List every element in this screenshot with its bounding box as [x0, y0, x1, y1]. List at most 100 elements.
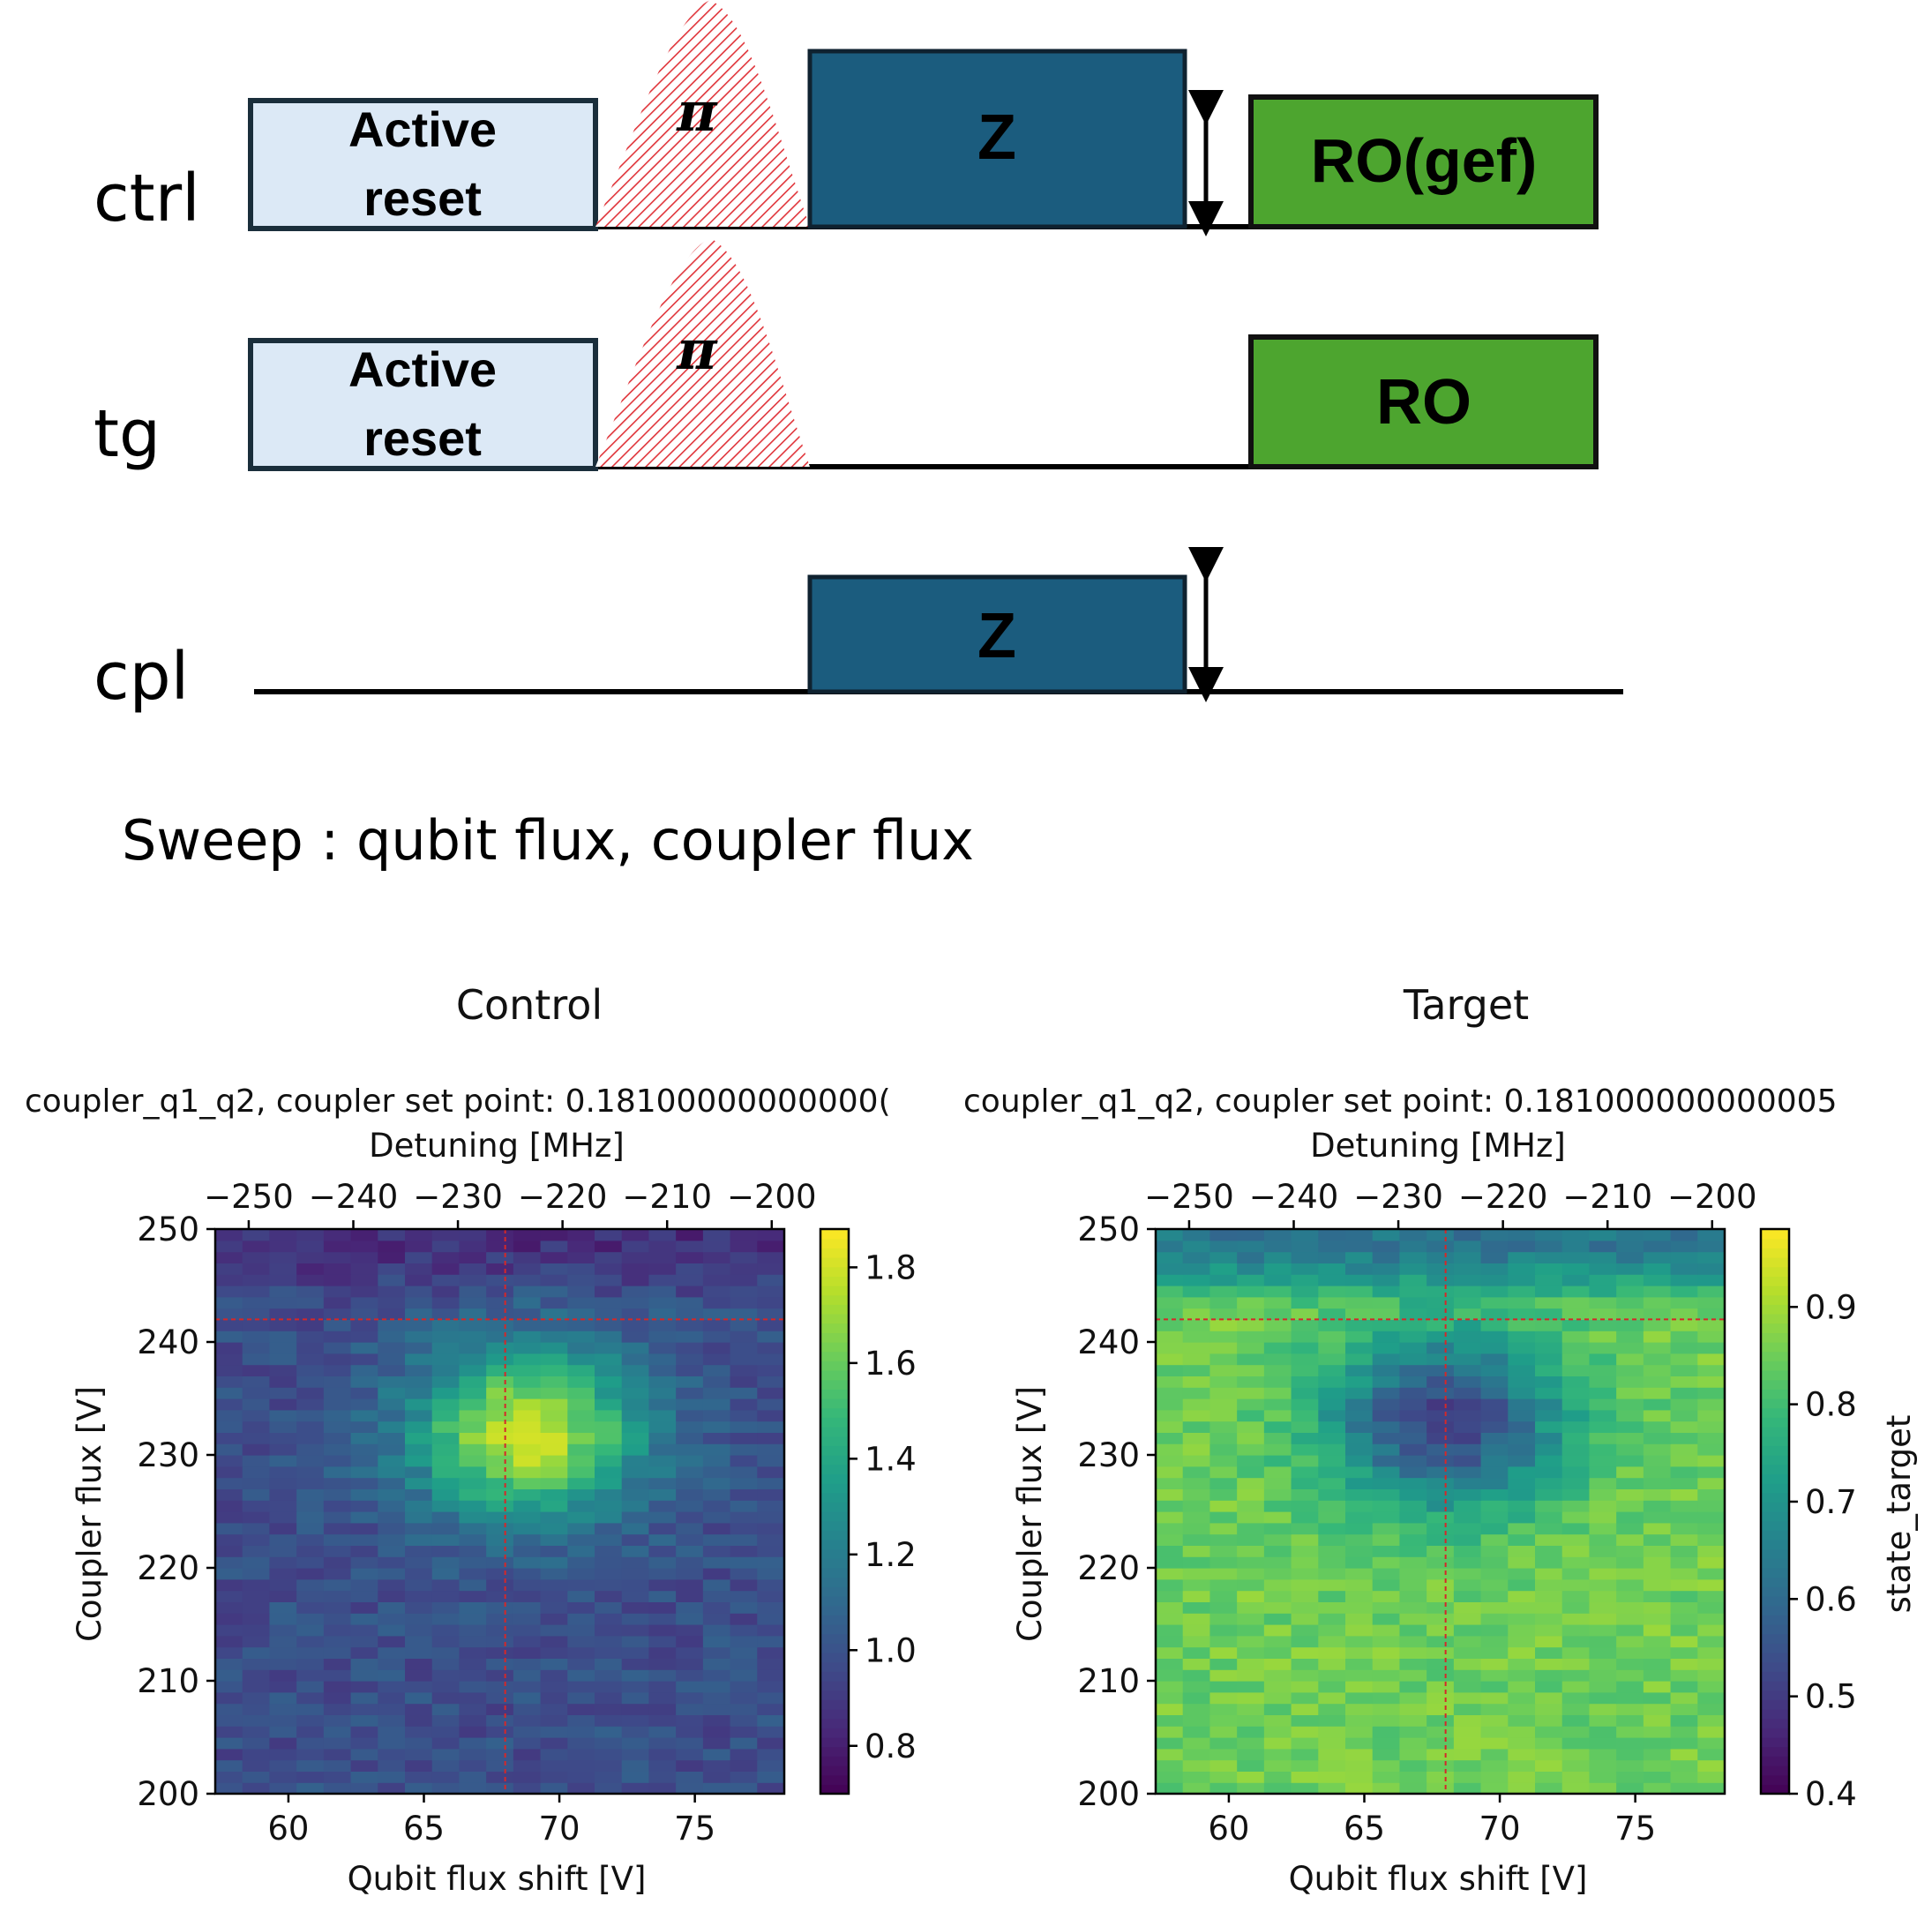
channel-label: cpl — [94, 639, 189, 715]
colorbar-segment — [1761, 1699, 1789, 1710]
heatmap-cell — [1535, 1714, 1563, 1727]
heatmap-cell — [378, 1522, 406, 1535]
heatmap-cell — [486, 1409, 514, 1422]
heatmap-cell — [513, 1364, 542, 1376]
heatmap-cell — [567, 1759, 595, 1772]
heatmap-cell — [1318, 1432, 1346, 1444]
heatmap-cell — [1480, 1432, 1509, 1444]
heatmap-cell — [1291, 1522, 1319, 1535]
heatmap-cell — [676, 1251, 704, 1263]
heatmap-cell — [486, 1488, 514, 1501]
heatmap-cell — [1237, 1545, 1265, 1557]
heatmap-cell — [1589, 1681, 1617, 1693]
heatmap-cell — [702, 1500, 731, 1512]
heatmap-cell — [1291, 1658, 1319, 1670]
heatmap-cell — [1318, 1421, 1346, 1433]
heatmap-cell — [1697, 1556, 1726, 1569]
heatmap-cell — [1345, 1240, 1374, 1253]
heatmap-cell — [269, 1331, 297, 1343]
heatmap-cell — [676, 1681, 704, 1693]
heatmap-cell — [296, 1263, 325, 1275]
heatmap-cell — [1480, 1409, 1509, 1422]
heatmap-cell — [1427, 1726, 1455, 1738]
heatmap-cell — [1345, 1229, 1374, 1241]
heatmap-cell — [1480, 1296, 1509, 1309]
heatmap-cell — [540, 1500, 568, 1512]
heatmap-cell — [648, 1364, 677, 1376]
heatmap-cell — [431, 1500, 461, 1512]
heatmap-cell — [1237, 1296, 1265, 1309]
heatmap-cell — [1209, 1488, 1238, 1501]
heatmap-cell — [323, 1342, 352, 1354]
heatmap-cell — [1372, 1319, 1401, 1331]
heatmap-cell — [1291, 1398, 1319, 1411]
heatmap-cell — [242, 1613, 271, 1625]
heatmap-cell — [486, 1568, 514, 1580]
heatmap-cell — [1182, 1432, 1211, 1444]
heatmap-cell — [1508, 1522, 1536, 1535]
heatmap-cell — [405, 1376, 433, 1388]
top-tick-label: −210 — [1562, 1178, 1652, 1216]
heatmap-cell — [1399, 1691, 1427, 1705]
heatmap-cell — [621, 1308, 650, 1320]
colorbar-segment — [820, 1643, 849, 1653]
heatmap-cell — [621, 1737, 650, 1750]
pi-label: π — [676, 79, 718, 144]
heatmap-cell — [567, 1432, 595, 1444]
heatmap-cell — [730, 1590, 758, 1602]
heatmap-cell — [215, 1421, 243, 1433]
heatmap-cell — [730, 1703, 758, 1715]
heatmap-cell — [540, 1601, 568, 1614]
heatmap-cell — [1480, 1286, 1509, 1298]
heatmap-cell — [1345, 1308, 1374, 1320]
heatmap-cell — [1318, 1691, 1346, 1705]
heatmap-cell — [1291, 1556, 1319, 1569]
heatmap-cell — [459, 1522, 487, 1535]
heatmap-cell — [1372, 1613, 1401, 1625]
heatmap-cell — [1182, 1782, 1211, 1795]
heatmap-cell — [1697, 1376, 1726, 1388]
colorbar-segment — [1761, 1304, 1789, 1315]
heatmap-cell — [1209, 1511, 1238, 1524]
heatmap-cell — [486, 1353, 514, 1366]
heatmap-cell — [1399, 1771, 1427, 1783]
heatmap-cell — [1508, 1748, 1536, 1761]
heatmap-cell — [540, 1409, 568, 1422]
heatmap-cell — [269, 1263, 297, 1275]
heatmap-cell — [1237, 1421, 1265, 1433]
heatmap-cell — [350, 1455, 378, 1467]
heatmap-cell — [1263, 1455, 1292, 1467]
heatmap-cell — [1345, 1364, 1374, 1376]
heatmap-cell — [648, 1635, 677, 1648]
heatmap-cell — [1209, 1522, 1238, 1535]
heatmap-cell — [431, 1635, 461, 1648]
heatmap-cell — [1263, 1646, 1292, 1659]
heatmap-cell — [540, 1691, 568, 1705]
heatmap-cell — [513, 1737, 542, 1750]
heatmap-cell — [1318, 1568, 1346, 1580]
heatmap-cell — [1508, 1455, 1536, 1467]
heatmap-cell — [1589, 1387, 1617, 1399]
heatmap-cell — [1209, 1421, 1238, 1433]
colorbar-segment — [820, 1248, 849, 1258]
colorbar-segment — [1761, 1633, 1789, 1644]
heatmap-cell — [1263, 1578, 1292, 1592]
heatmap-cell — [431, 1782, 461, 1795]
heatmap-cell — [323, 1251, 352, 1263]
heatmap-cell — [431, 1465, 461, 1479]
heatmap-cell — [1237, 1714, 1265, 1727]
heatmap-cell — [1345, 1331, 1374, 1343]
heatmap-cell — [350, 1703, 378, 1715]
heatmap-cell — [431, 1319, 461, 1331]
heatmap-cell — [1345, 1601, 1374, 1614]
heatmap-cell — [1616, 1545, 1644, 1557]
heatmap-cell — [1535, 1613, 1563, 1625]
heatmap-cell — [540, 1748, 568, 1761]
heatmap-cell — [567, 1590, 595, 1602]
heatmap-cell — [1427, 1522, 1455, 1535]
heatmap-cell — [621, 1669, 650, 1682]
heatmap-cell — [648, 1263, 677, 1275]
colorbar-segment — [820, 1568, 849, 1578]
heatmap-cell — [1372, 1511, 1401, 1524]
heatmap-cell — [1616, 1726, 1644, 1738]
